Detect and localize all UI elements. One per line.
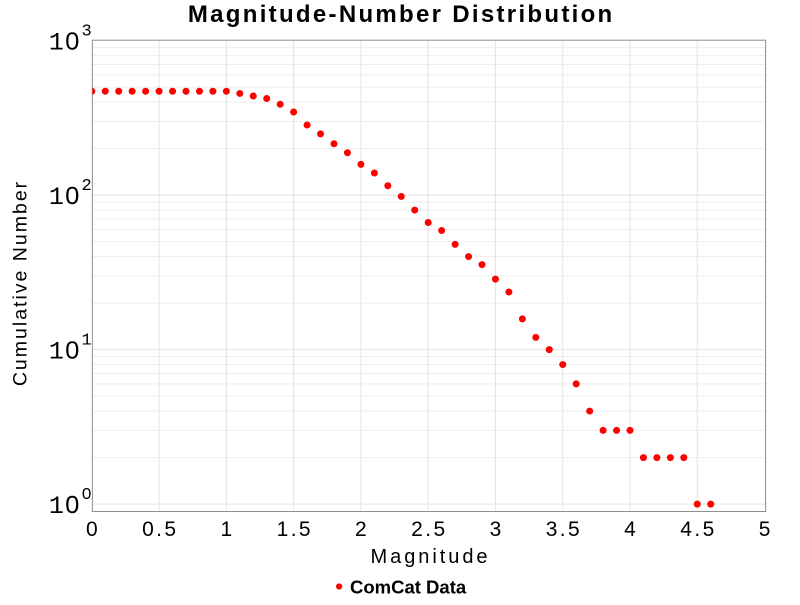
svg-text:1: 1	[49, 338, 64, 367]
svg-text:1: 1	[49, 492, 64, 521]
svg-text:5: 5	[759, 518, 771, 541]
svg-text:3: 3	[81, 22, 91, 41]
svg-text:1: 1	[81, 331, 91, 350]
svg-text:Cumulative Number: Cumulative Number	[10, 180, 32, 386]
svg-text:4: 4	[624, 518, 636, 541]
svg-text:2: 2	[81, 177, 91, 196]
svg-text:0: 0	[86, 518, 98, 541]
svg-text:Magnitude: Magnitude	[371, 546, 491, 568]
svg-text:3.5: 3.5	[546, 518, 582, 541]
svg-text:1: 1	[49, 29, 64, 58]
svg-text:2.5: 2.5	[411, 518, 447, 541]
svg-text:Magnitude-Number Distribution: Magnitude-Number Distribution	[188, 1, 615, 28]
svg-text:1.5: 1.5	[277, 518, 313, 541]
svg-text:2: 2	[355, 518, 367, 541]
svg-text:1: 1	[49, 183, 64, 212]
svg-text:0.5: 0.5	[142, 518, 178, 541]
svg-text:4.5: 4.5	[680, 518, 716, 541]
svg-text:0: 0	[81, 486, 91, 505]
svg-text:ComCat Data: ComCat Data	[350, 576, 467, 597]
svg-text:1: 1	[221, 518, 233, 541]
svg-text:3: 3	[490, 518, 502, 541]
